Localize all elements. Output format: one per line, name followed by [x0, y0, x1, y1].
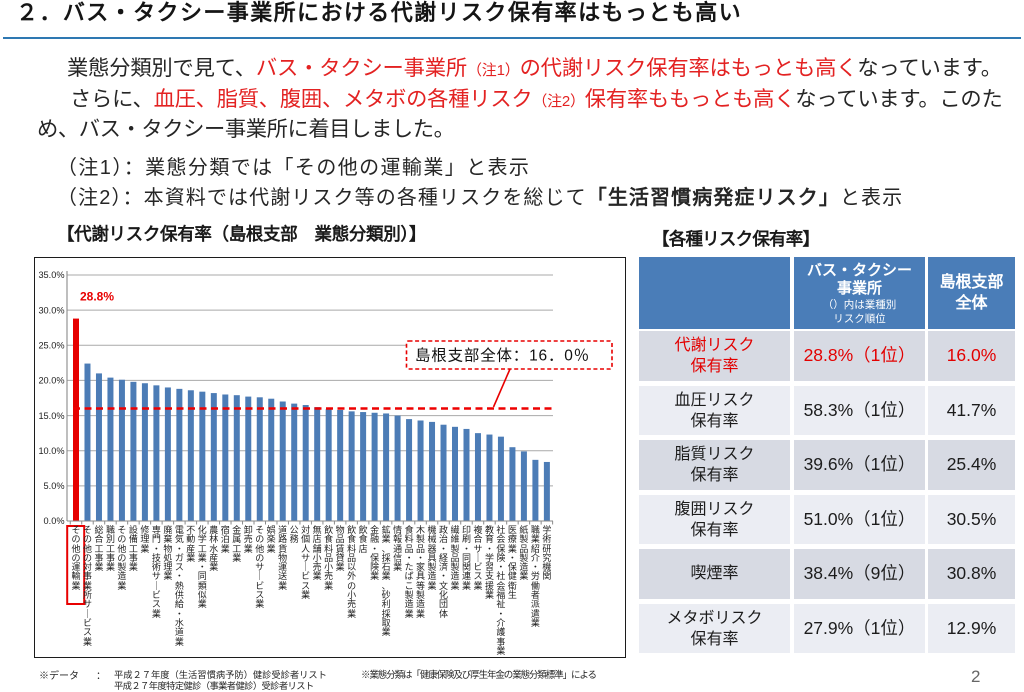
svg-text:35.0%: 35.0% [38, 270, 64, 280]
svg-text:20.0%: 20.0% [38, 375, 64, 385]
svg-text:15.0%: 15.0% [38, 410, 64, 420]
svg-text:5.0%: 5.0% [43, 481, 64, 491]
svg-text:0.0%: 0.0% [43, 516, 64, 526]
svg-text:島根支部全体：16．0％: 島根支部全体：16．0％ [415, 346, 590, 364]
svg-text:25.0%: 25.0% [38, 340, 64, 350]
svg-text:10.0%: 10.0% [38, 445, 64, 455]
svg-text:30.0%: 30.0% [38, 305, 64, 315]
svg-text:28.8%: 28.8% [80, 289, 114, 303]
